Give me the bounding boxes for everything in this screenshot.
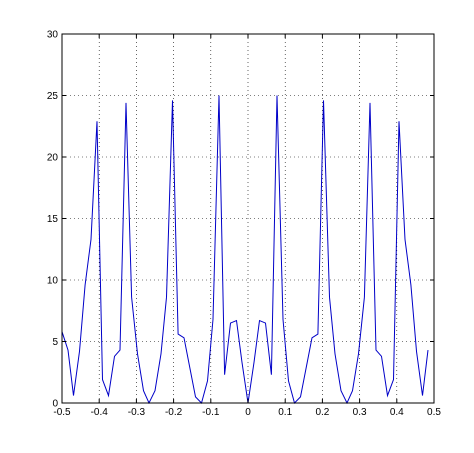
x-tick-label: 0 — [245, 407, 251, 418]
y-tick-labels: 0 5 10 15 20 25 30 — [47, 30, 59, 410]
series-layer — [61, 95, 429, 405]
y-tick-label: 25 — [47, 91, 59, 102]
y-tick-label: 0 — [52, 399, 58, 410]
y-tick-label: 30 — [47, 30, 59, 41]
x-tick-label: 0.3 — [353, 407, 367, 418]
series-line — [61, 95, 429, 405]
x-tick-label: -0.1 — [202, 407, 220, 418]
y-tick-label: 15 — [47, 214, 59, 225]
x-tick-label: 0.5 — [427, 407, 441, 418]
y-tick-label: 5 — [52, 337, 58, 348]
x-tick-label: 0.1 — [278, 407, 292, 418]
x-tick-label: -0.5 — [53, 407, 71, 418]
x-tick-labels: -0.5 -0.4 -0.3 -0.2 -0.1 0 0.1 0.2 0.3 0.4 0.5 — [53, 407, 441, 418]
x-tick-label: -0.4 — [91, 407, 109, 418]
x-tick-label: 0.4 — [390, 407, 404, 418]
tick-marks — [61, 33, 435, 404]
x-tick-label: 0.2 — [315, 407, 329, 418]
y-tick-label: 20 — [47, 153, 59, 164]
x-tick-label: -0.3 — [128, 407, 146, 418]
x-tick-label: -0.2 — [165, 407, 183, 418]
y-tick-label: 10 — [47, 276, 59, 287]
